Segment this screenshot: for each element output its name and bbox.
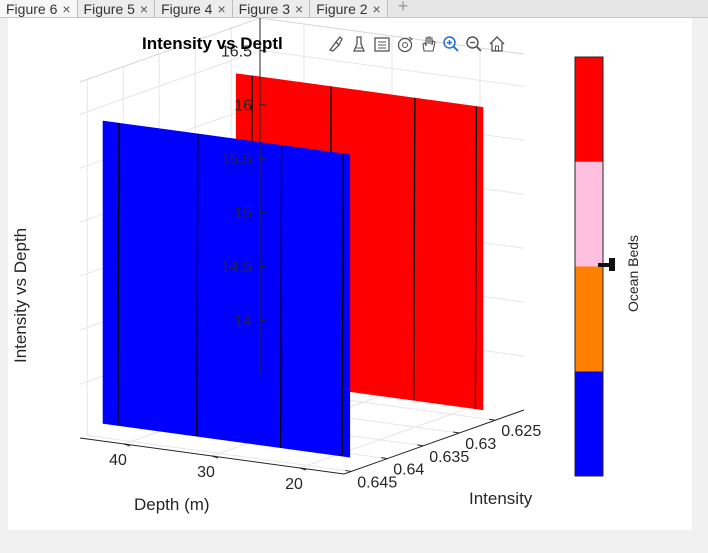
z-tick <box>259 49 267 52</box>
zoom-in-icon <box>443 36 459 52</box>
tab-figure[interactable]: Figure 5 × <box>77 0 156 17</box>
surface-2 <box>102 120 351 458</box>
colorbar-segment <box>575 161 603 267</box>
z-tick-label: 15.5 <box>221 151 252 168</box>
mesh-line <box>279 145 283 448</box>
z-tick-label: 14 <box>234 313 252 330</box>
x-axis-line <box>343 409 525 475</box>
x-tick-label: 0.64 <box>393 462 424 479</box>
z-tick <box>259 211 267 214</box>
surfaces <box>102 73 484 458</box>
tab-figure[interactable]: Figure 3 × <box>232 0 311 17</box>
tab-label: Figure 2 <box>316 0 368 17</box>
home-button[interactable] <box>487 33 507 55</box>
zoom-out-icon <box>466 36 482 52</box>
tab-figure[interactable]: Figure 2 × <box>310 0 388 17</box>
tab-label: Figure 5 <box>83 0 135 17</box>
rotate-3d-icon <box>397 36 413 53</box>
x-tick <box>381 457 388 460</box>
mesh-line <box>117 123 120 426</box>
colorbar <box>574 56 615 477</box>
close-icon[interactable]: × <box>217 0 226 17</box>
home-icon <box>489 36 505 52</box>
legend-icon <box>374 37 390 52</box>
z-tick <box>259 265 267 268</box>
add-tab-button[interactable]: + <box>397 0 409 16</box>
mesh-line <box>341 153 344 456</box>
brush-icon <box>328 36 343 52</box>
pan-hand-button[interactable] <box>418 33 438 55</box>
x-tick-label: 0.63 <box>465 436 496 453</box>
close-icon[interactable]: × <box>372 0 381 17</box>
x-axis-label: Intensity <box>469 489 533 508</box>
datatip-button[interactable] <box>349 33 369 55</box>
pan-hand-icon <box>422 36 436 52</box>
grid-line <box>86 79 352 472</box>
close-icon[interactable]: × <box>295 0 304 17</box>
colorbar-marker <box>609 258 615 271</box>
window-bottom-strip <box>0 530 708 553</box>
mesh-line <box>196 133 199 437</box>
y-tick <box>211 455 219 459</box>
tab-label: Figure 4 <box>161 0 213 17</box>
z-tick-label: 14.5 <box>221 259 252 276</box>
figure-tab-bar: Figure 6 × Figure 5 × Figure 4 × Figure 3 × Figu… <box>0 0 708 18</box>
colorbar-segment <box>575 371 603 476</box>
y-tick-label: 30 <box>197 464 215 481</box>
z-tick <box>259 157 267 160</box>
z-tick-label: 16.5 <box>221 43 252 60</box>
close-icon[interactable]: × <box>139 0 149 17</box>
rotate-3d-button[interactable] <box>395 33 415 55</box>
x-tick <box>345 469 352 472</box>
y-tick-label: 20 <box>285 476 303 493</box>
zoom-out-button[interactable] <box>464 33 484 55</box>
mesh-line <box>474 106 478 409</box>
z-tick <box>259 103 267 106</box>
z-axis-label: Intensity vs Depth <box>11 228 30 363</box>
y-tick <box>299 467 307 471</box>
brush-button[interactable] <box>326 33 346 55</box>
tab-figure[interactable]: Figure 4 × <box>155 0 233 17</box>
tab-label: Figure 6 <box>6 0 58 17</box>
tab-figure[interactable]: Figure 6 × <box>0 0 78 17</box>
axes-toolbar <box>326 32 507 56</box>
colorbar-segment <box>575 266 603 372</box>
colorbar-segment <box>575 57 603 162</box>
x-tick-label: 0.625 <box>501 423 541 440</box>
tick-labels: 14 14.5 15 15.5 16 16.5 20 30 40 0.625 0.630.635 0.… <box>109 43 541 493</box>
y-axis-label: Depth (m) <box>134 495 210 514</box>
legend-button[interactable] <box>372 33 392 55</box>
x-tick <box>417 444 424 447</box>
colorbar-label: Ocean Beds <box>625 235 641 312</box>
x-tick-label: 0.635 <box>429 449 469 466</box>
colorbar-marker-stem <box>598 263 610 267</box>
x-tick-label: 0.645 <box>357 474 397 491</box>
chart-title: Intensity vs Deptl <box>142 34 283 53</box>
z-tick-label: 15 <box>234 205 252 222</box>
y-tick <box>123 443 131 447</box>
z-tick <box>259 319 267 322</box>
zoom-in-button[interactable] <box>441 33 461 55</box>
y-tick-label: 40 <box>109 452 127 469</box>
x-tick <box>489 418 496 421</box>
close-icon[interactable]: × <box>62 0 71 17</box>
tab-label: Figure 3 <box>238 0 290 17</box>
x-tick <box>453 431 460 434</box>
mesh-line <box>413 98 416 401</box>
datatip-icon <box>353 36 365 52</box>
z-tick-label: 16 <box>234 97 252 114</box>
